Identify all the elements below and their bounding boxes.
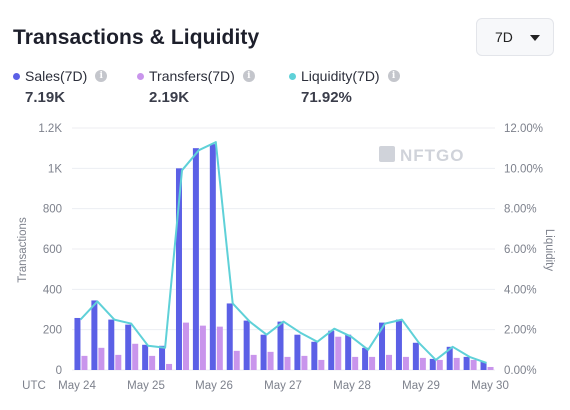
y-right-tick-label: 6.00%: [504, 244, 537, 256]
transfers-bar: [233, 350, 240, 370]
y-left-tick-label: 200: [43, 325, 62, 337]
y-right-tick-label: 10.00%: [504, 163, 543, 175]
x-tick-label: May 27: [264, 380, 302, 392]
y-left-tick-label: 0: [56, 365, 62, 377]
x-tick-label: May 28: [333, 380, 371, 392]
metric-sales-label: Sales(7D): [25, 68, 88, 84]
transfers-bar: [419, 357, 426, 370]
transfers-bar: [216, 326, 223, 370]
transfers-bar: [386, 354, 393, 370]
sales-bar: [463, 356, 470, 370]
y-left-tick-label: 1.2K: [38, 123, 62, 135]
transfers-bar: [436, 359, 443, 370]
transfers-bar: [182, 322, 189, 370]
time-range-select[interactable]: 7D: [476, 18, 554, 56]
x-tick-label: UTC: [22, 380, 46, 392]
transfers-bar: [402, 356, 409, 370]
sales-bar: [345, 334, 352, 370]
sales-dot-icon: [13, 72, 20, 80]
transfers-bar: [453, 357, 460, 370]
info-icon[interactable]: i: [242, 70, 255, 82]
page-title: Transactions & Liquidity: [13, 26, 260, 49]
metric-liquidity-value: 71.92%: [301, 89, 352, 106]
transfers-bar: [199, 325, 206, 370]
sales-bar: [429, 358, 436, 370]
x-tick-label: May 25: [127, 380, 165, 392]
info-icon[interactable]: i: [95, 70, 108, 82]
sales-bar: [277, 321, 284, 370]
y-right-axis-title: Liquidity: [543, 229, 555, 271]
x-tick-label: May 26: [195, 380, 233, 392]
sales-bar: [159, 345, 166, 370]
sales-bar: [395, 319, 402, 370]
metric-transfers-label: Transfers(7D): [149, 68, 235, 84]
transfers-bar: [335, 336, 342, 370]
transfers-bar: [352, 356, 359, 370]
sales-bar: [362, 347, 369, 370]
transfers-bar: [149, 355, 156, 370]
liquidity-line: [79, 141, 487, 364]
sales-bar: [74, 317, 81, 370]
transfers-bar: [470, 359, 477, 370]
y-right-tick-label: 12.00%: [504, 123, 543, 135]
transfers-bar: [284, 356, 291, 370]
liquidity-dot-icon: [289, 72, 296, 80]
metric-transfers: Transfers(7D) i 2.19K: [137, 66, 255, 106]
sales-bar: [125, 324, 132, 370]
transfers-bar: [98, 347, 105, 370]
sales-bar: [412, 342, 419, 370]
sales-bar: [142, 344, 149, 370]
sales-bar: [294, 334, 301, 370]
sales-bar: [91, 300, 98, 370]
metric-transfers-value: 2.19K: [149, 89, 190, 106]
transfers-bar: [115, 354, 122, 370]
caret-down-icon: [530, 35, 540, 41]
transfers-bar: [318, 359, 325, 370]
watermark-text: NFTGO: [400, 146, 465, 165]
y-right-tick-label: 2.00%: [504, 325, 537, 337]
sales-bar: [175, 168, 182, 370]
sales-bar: [192, 148, 199, 370]
sales-bar: [480, 361, 487, 370]
transfers-bar: [81, 355, 88, 370]
metric-liquidity-label: Liquidity(7D): [301, 68, 380, 84]
transfers-bar: [132, 343, 139, 370]
y-left-tick-label: 400: [43, 284, 62, 296]
sales-bar: [379, 322, 386, 370]
y-right-tick-label: 0.00%: [504, 365, 537, 377]
sales-bar: [108, 319, 115, 370]
metric-sales-value: 7.19K: [25, 89, 66, 106]
transfers-bar: [267, 351, 274, 370]
sales-bar: [226, 303, 233, 370]
sales-bar: [446, 346, 453, 370]
transfers-bar: [487, 366, 494, 370]
transfers-bar: [166, 363, 173, 370]
x-tick-label: May 24: [58, 380, 96, 392]
transfers-dot-icon: [137, 72, 144, 80]
x-tick-label: May 30: [471, 380, 509, 392]
sales-bar: [328, 330, 335, 370]
y-right-tick-label: 8.00%: [504, 204, 537, 216]
time-range-value: 7D: [495, 29, 513, 45]
y-left-tick-label: 600: [43, 244, 62, 256]
y-left-tick-label: 1K: [48, 163, 62, 175]
sales-bar: [260, 334, 267, 370]
metric-liquidity: Liquidity(7D) i 71.92%: [289, 66, 400, 106]
sales-bar: [209, 144, 216, 370]
transfers-bar: [369, 356, 376, 370]
y-right-tick-label: 4.00%: [504, 284, 537, 296]
info-icon[interactable]: i: [387, 70, 400, 82]
x-tick-label: May 29: [402, 380, 440, 392]
transfers-bar: [301, 355, 308, 370]
sales-bar: [311, 341, 318, 370]
nftgo-logo-icon: [379, 146, 395, 162]
y-left-tick-label: 800: [43, 204, 62, 216]
transfers-bar: [250, 354, 257, 370]
metric-sales: Sales(7D) i 7.19K: [13, 66, 108, 106]
sales-bar: [243, 320, 250, 370]
y-left-axis-title: Transactions: [17, 217, 29, 283]
